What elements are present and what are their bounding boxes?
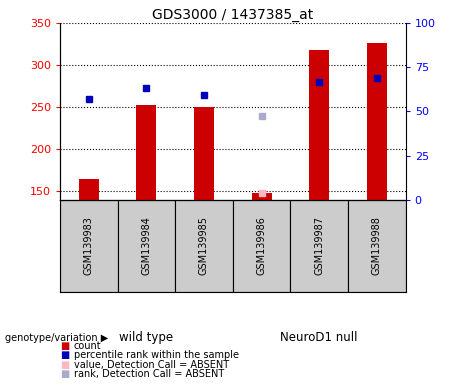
Text: ■: ■ [60, 369, 69, 379]
Bar [290, 200, 348, 292]
Title: GDS3000 / 1437385_at: GDS3000 / 1437385_at [152, 8, 313, 22]
Text: rank, Detection Call = ABSENT: rank, Detection Call = ABSENT [74, 369, 224, 379]
Bar [367, 43, 387, 200]
Text: GSM139983: GSM139983 [84, 216, 94, 275]
Bar [118, 200, 175, 292]
Text: GSM139985: GSM139985 [199, 216, 209, 275]
Text: ■: ■ [60, 350, 69, 360]
Bar [79, 179, 99, 200]
Text: GSM139986: GSM139986 [257, 216, 266, 275]
Text: count: count [74, 341, 101, 351]
Text: ■: ■ [60, 360, 69, 370]
Bar [136, 106, 156, 200]
Bar [252, 193, 272, 200]
Text: ■: ■ [60, 341, 69, 351]
Bar [175, 200, 233, 292]
Text: percentile rank within the sample: percentile rank within the sample [74, 350, 239, 360]
Text: value, Detection Call = ABSENT: value, Detection Call = ABSENT [74, 360, 229, 370]
Text: GSM139988: GSM139988 [372, 216, 382, 275]
Bar [60, 200, 118, 292]
Bar [233, 200, 290, 292]
Bar [194, 107, 214, 200]
Text: wild type: wild type [119, 331, 173, 344]
Text: GSM139984: GSM139984 [142, 216, 151, 275]
Text: NeuroD1 null: NeuroD1 null [280, 331, 358, 344]
Bar [309, 50, 329, 200]
Text: genotype/variation ▶: genotype/variation ▶ [5, 333, 108, 343]
Text: GSM139987: GSM139987 [314, 216, 324, 275]
Bar [348, 200, 406, 292]
